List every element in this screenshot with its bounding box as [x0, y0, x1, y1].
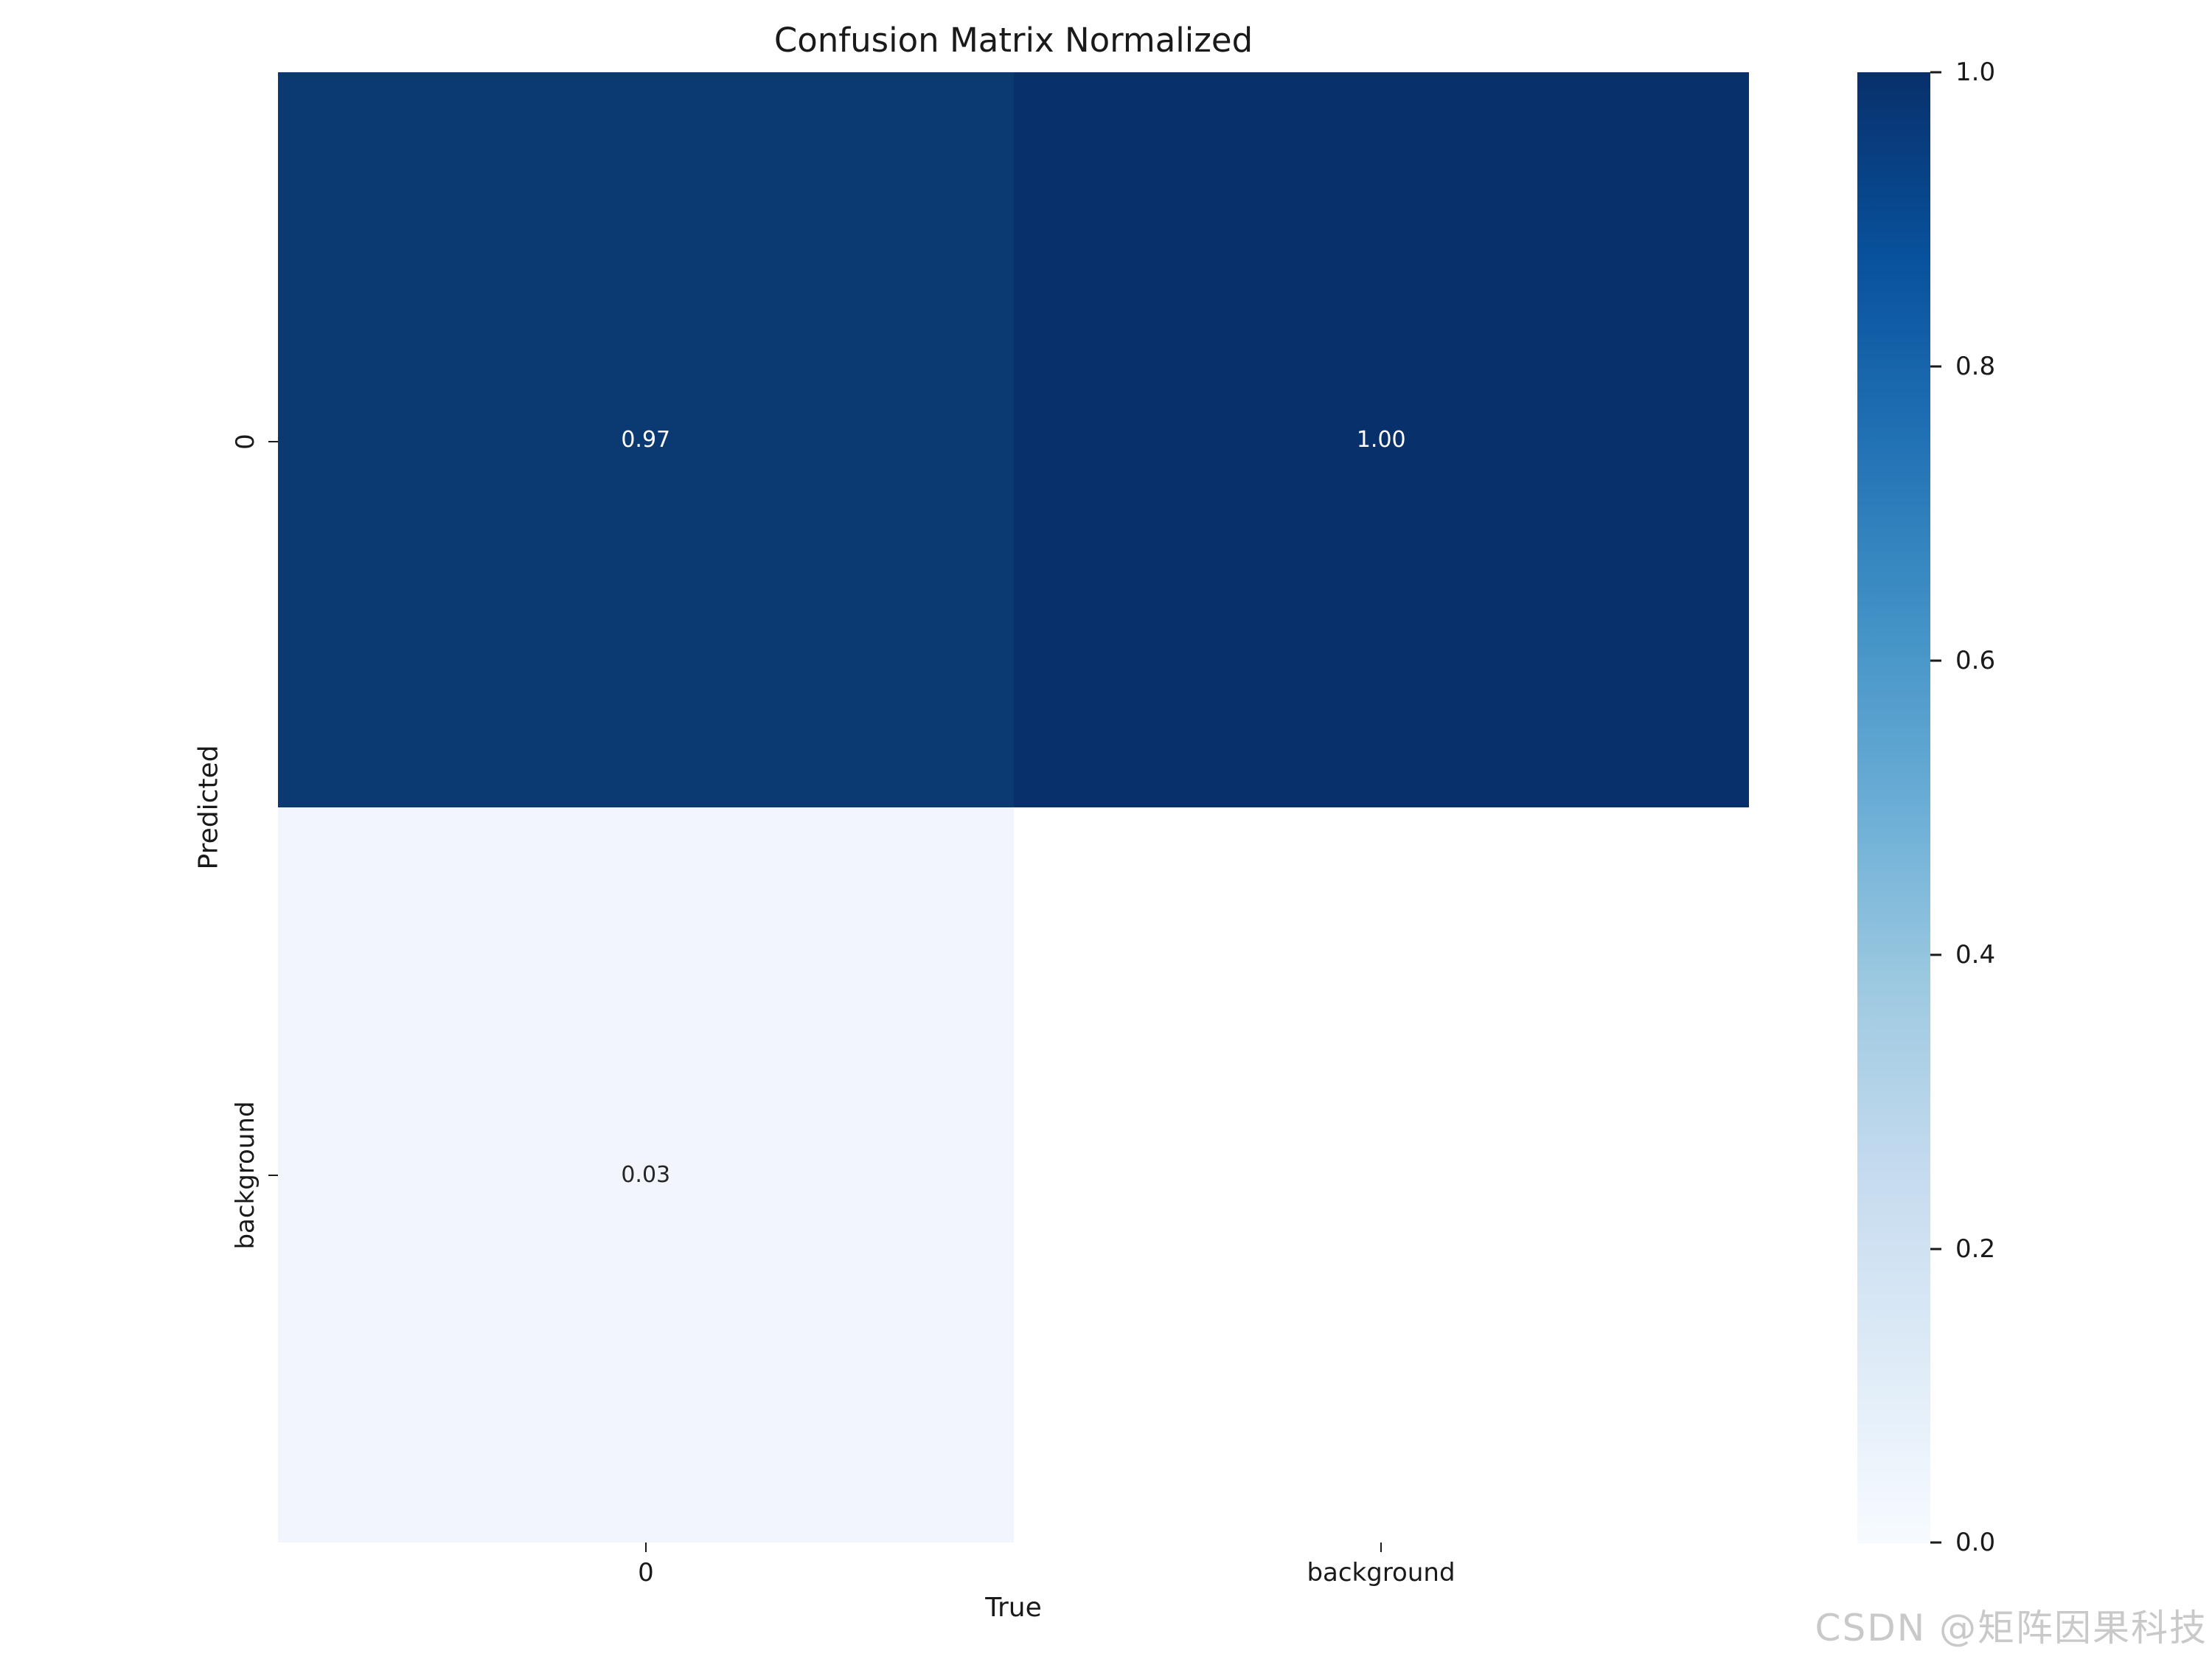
colorbar-tick-label: 0.6 — [1955, 646, 1996, 675]
heatmap-cell-pred0-true0: 0.97 — [278, 72, 1014, 807]
cell-annotation: 0.97 — [621, 427, 671, 453]
csdn-watermark: CSDN @矩阵因果科技 — [1815, 1607, 2208, 1649]
cell-annotation: 1.00 — [1356, 427, 1406, 453]
colorbar-tick-mark — [1930, 953, 1941, 956]
colorbar-tick-mark — [1930, 365, 1941, 368]
y-tick-mark-background — [268, 1175, 278, 1176]
y-tick-label-background: background — [231, 1101, 260, 1250]
y-axis-title: Predicted — [193, 745, 224, 870]
colorbar — [1857, 72, 1930, 1543]
colorbar-tick-mark — [1930, 1248, 1941, 1251]
x-tick-label-0: 0 — [638, 1558, 654, 1587]
colorbar-tick-label: 0.0 — [1955, 1528, 1996, 1557]
x-axis-title: True — [985, 1593, 1042, 1623]
y-tick-label-0: 0 — [231, 434, 260, 450]
chart-title: Confusion Matrix Normalized — [773, 21, 1253, 60]
x-tick-label-background: background — [1307, 1558, 1455, 1587]
heatmap-cell-pred0-truebackground: 1.00 — [1013, 72, 1749, 807]
colorbar-tick-mark — [1930, 659, 1941, 662]
cell-annotation: 0.03 — [621, 1162, 671, 1188]
colorbar-tick-label: 1.0 — [1955, 58, 1996, 87]
heatmap-cell-predbackground-truebackground — [1013, 807, 1749, 1543]
x-tick-mark-0 — [645, 1543, 647, 1552]
colorbar-tick-label: 0.4 — [1955, 940, 1996, 970]
colorbar-tick-label: 0.2 — [1955, 1234, 1996, 1264]
colorbar-tick-mark — [1930, 71, 1941, 74]
colorbar-tick-mark — [1930, 1541, 1941, 1544]
x-tick-mark-background — [1380, 1543, 1382, 1552]
y-tick-mark-0 — [268, 441, 278, 442]
heatmap-cell-predbackground-true0: 0.03 — [278, 807, 1014, 1543]
colorbar-tick-label: 0.8 — [1955, 352, 1996, 381]
heatmap-plot-area: 0.97 1.00 0.03 — [278, 72, 1749, 1543]
